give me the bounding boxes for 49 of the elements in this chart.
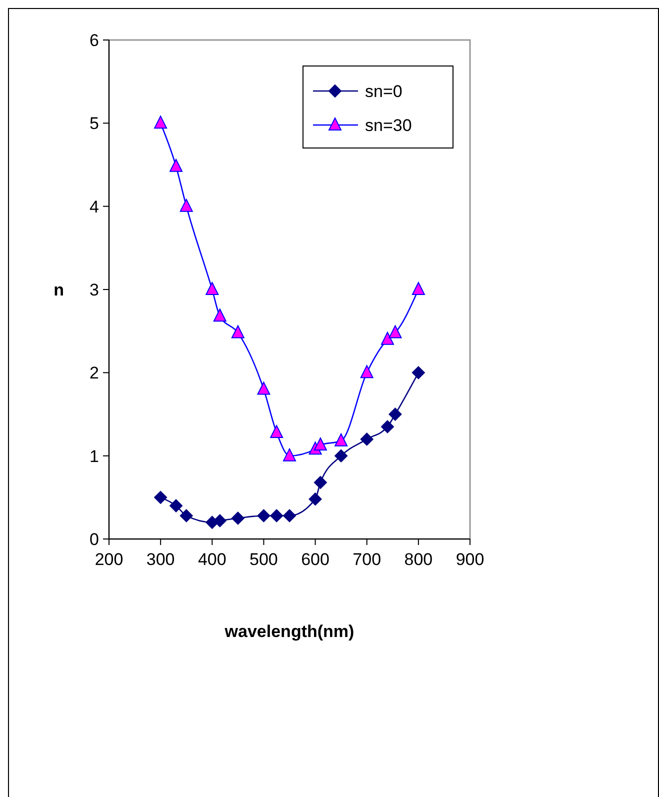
- point: [360, 432, 374, 446]
- x-tick-label: 900: [456, 550, 484, 569]
- point: [231, 325, 244, 338]
- point: [283, 509, 296, 522]
- y-tick-label: 1: [90, 446, 99, 466]
- x-axis-title: wavelength(nm): [224, 622, 354, 641]
- y-tick-label: 0: [90, 530, 99, 549]
- x-tick-label: 600: [301, 550, 330, 569]
- point: [314, 476, 327, 489]
- x-tick-label: 400: [198, 550, 226, 569]
- point: [412, 366, 425, 380]
- point: [380, 332, 394, 345]
- point: [334, 449, 348, 462]
- point: [314, 438, 327, 451]
- x-tick-label: 300: [146, 550, 175, 569]
- point: [170, 158, 183, 172]
- point: [154, 490, 168, 504]
- y-tick-label: 4: [90, 197, 99, 216]
- point: [308, 492, 322, 506]
- point: [206, 282, 219, 295]
- x-tick-label: 800: [404, 550, 433, 569]
- point: [360, 365, 374, 378]
- point: [154, 116, 168, 129]
- point: [170, 499, 183, 512]
- x-tick-label: 700: [352, 550, 382, 569]
- y-tick-label: 2: [90, 364, 99, 383]
- point: [231, 512, 244, 525]
- point: [180, 198, 193, 212]
- point: [213, 308, 226, 322]
- point: [257, 509, 270, 522]
- point: [180, 509, 193, 522]
- point: [283, 448, 296, 462]
- x-tick-label: 500: [250, 550, 278, 569]
- y-tick-label: 3: [90, 280, 99, 300]
- point: [270, 425, 284, 438]
- y-tick-label: 6: [90, 31, 99, 50]
- y-tick-label: 5: [90, 114, 99, 134]
- point: [213, 514, 226, 528]
- y-axis-title: n: [54, 280, 64, 300]
- point: [388, 408, 402, 421]
- point: [388, 325, 402, 338]
- point: [334, 433, 348, 446]
- point: [380, 420, 394, 434]
- legend-label: sn=0: [365, 82, 402, 101]
- point: [257, 382, 270, 395]
- legend-label: sn=30: [365, 116, 412, 135]
- point: [412, 282, 425, 295]
- x-tick-label: 200: [94, 550, 124, 569]
- point: [270, 509, 284, 522]
